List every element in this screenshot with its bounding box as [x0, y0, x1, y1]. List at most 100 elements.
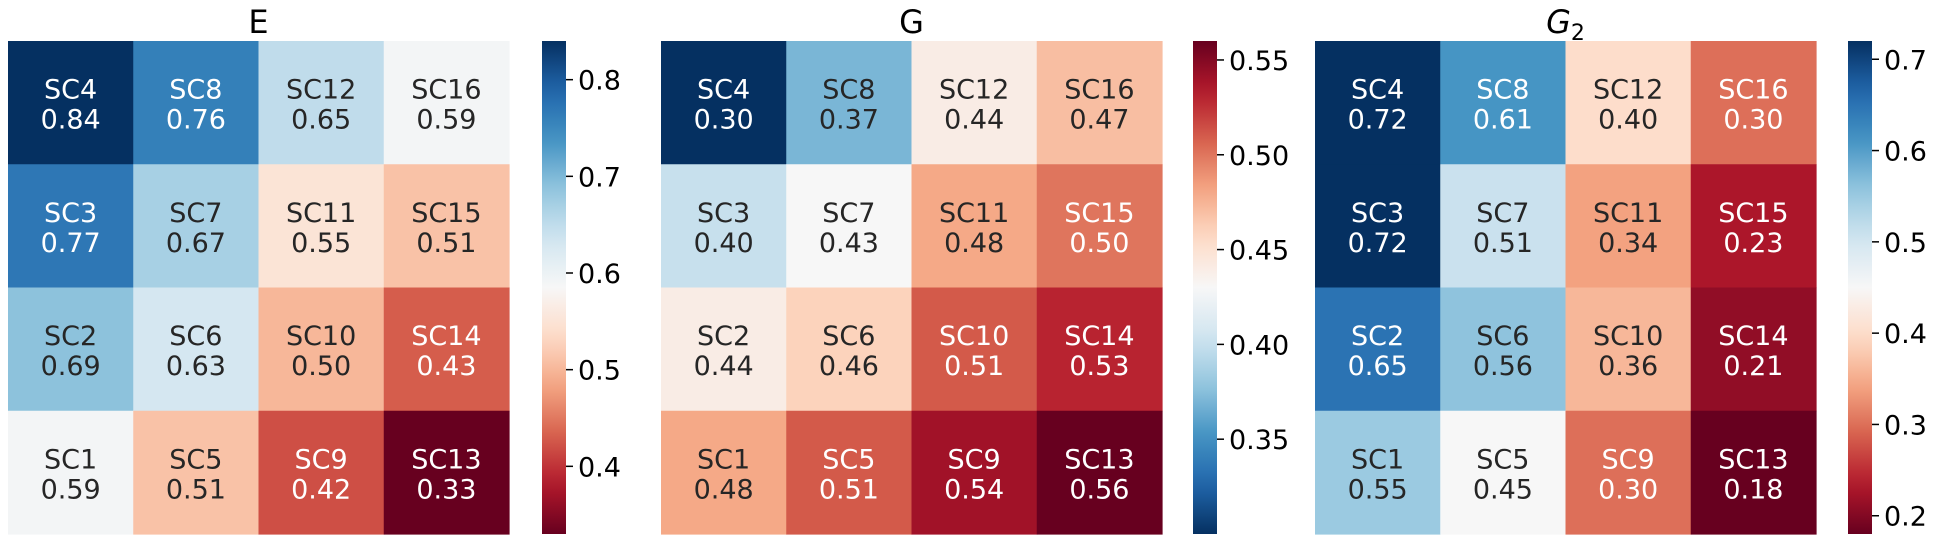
- heatmap-cell: [133, 287, 260, 412]
- panel-title: G: [899, 3, 924, 41]
- cell-label: SC4: [697, 75, 750, 106]
- heatmap-cell: [8, 41, 134, 165]
- cell-label: SC10: [286, 321, 356, 352]
- colorbar: [1193, 41, 1217, 534]
- heatmap-cell: [661, 164, 787, 289]
- heatmap-cell: [911, 287, 1038, 412]
- heatmap-cell: [1440, 164, 1567, 289]
- cell-label: SC7: [822, 198, 875, 229]
- heatmap-cell: [383, 287, 510, 412]
- panel-title-subscript: 2: [1571, 21, 1585, 46]
- heatmap-panel-3: G2SC40.72SC80.61SC120.40SC160.30SC30.72S…: [1315, 3, 1927, 535]
- cell-value: 0.59: [416, 105, 476, 136]
- cell-value: 0.36: [1598, 351, 1658, 382]
- heatmap-cell: [1315, 287, 1441, 412]
- cell-label: SC1: [1351, 444, 1404, 475]
- cell-value: 0.40: [1598, 105, 1658, 136]
- cell-value: 0.72: [1348, 228, 1408, 259]
- colorbar-tick-label: 0.8: [578, 66, 621, 97]
- cell-value: 0.51: [1473, 228, 1533, 259]
- colorbar-tick-label: 0.4: [1884, 319, 1927, 350]
- cell-value: 0.51: [819, 474, 879, 505]
- cell-value: 0.55: [1348, 474, 1408, 505]
- heatmap-cell: [1690, 287, 1817, 412]
- panel-title: E: [248, 3, 268, 41]
- cell-value: 0.45: [1473, 474, 1533, 505]
- colorbar-tick-label: 0.5: [578, 356, 621, 387]
- cell-value: 0.72: [1348, 105, 1408, 136]
- cell-label: SC16: [1718, 75, 1788, 106]
- cell-value: 0.59: [41, 474, 101, 505]
- heatmap-cell: [133, 410, 260, 535]
- cell-label: SC2: [44, 321, 97, 352]
- cell-label: SC14: [411, 321, 481, 352]
- cell-label: SC5: [169, 444, 222, 475]
- heatmap-cell: [1036, 41, 1163, 165]
- cell-label: SC13: [1718, 444, 1788, 475]
- cell-value: 0.46: [819, 351, 879, 382]
- cell-value: 0.30: [1723, 105, 1783, 136]
- cell-label: SC4: [1351, 75, 1404, 106]
- heatmap-cell: [1036, 287, 1163, 412]
- cell-value: 0.40: [694, 228, 754, 259]
- cell-label: SC14: [1718, 321, 1788, 352]
- heatmap-panel-1: ESC40.84SC80.76SC120.65SC160.59SC30.77SC…: [8, 3, 621, 535]
- cell-label: SC3: [44, 198, 97, 229]
- cell-label: SC1: [697, 444, 750, 475]
- cell-label: SC13: [411, 444, 481, 475]
- heatmap-cell: [1036, 410, 1163, 535]
- cell-label: SC12: [939, 75, 1009, 106]
- heatmap-cell: [786, 164, 913, 289]
- cell-value: 0.43: [416, 351, 476, 382]
- cell-value: 0.53: [1069, 351, 1129, 382]
- cell-label: SC11: [1593, 198, 1663, 229]
- heatmap-cell: [1440, 41, 1567, 165]
- cell-label: SC12: [286, 75, 356, 106]
- cell-label: SC3: [1351, 198, 1404, 229]
- heatmap-cell: [1565, 410, 1692, 535]
- cell-value: 0.77: [41, 228, 101, 259]
- heatmap-cell: [383, 164, 510, 289]
- heatmap-cell: [133, 41, 260, 165]
- heatmap-cell: [383, 410, 510, 535]
- cell-label: SC1: [44, 444, 97, 475]
- cell-value: 0.50: [1069, 228, 1129, 259]
- cell-label: SC16: [1064, 75, 1134, 106]
- cell-value: 0.51: [416, 228, 476, 259]
- cell-value: 0.69: [41, 351, 101, 382]
- colorbar-tick-label: 0.45: [1229, 236, 1289, 267]
- heatmap-cell: [1315, 164, 1441, 289]
- heatmap-cell: [258, 287, 385, 412]
- heatmap-cell: [1565, 164, 1692, 289]
- heatmap-cell: [786, 41, 913, 165]
- cell-value: 0.50: [291, 351, 351, 382]
- panel-title-main: G: [1546, 3, 1571, 41]
- cell-value: 0.65: [1348, 351, 1408, 382]
- heatmap-cell: [661, 410, 787, 535]
- cell-value: 0.42: [291, 474, 351, 505]
- cell-value: 0.67: [166, 228, 226, 259]
- heatmap-cell: [1690, 41, 1817, 165]
- cell-value: 0.47: [1069, 105, 1129, 136]
- colorbar-tick-label: 0.7: [1884, 45, 1927, 76]
- cell-label: SC5: [822, 444, 875, 475]
- cell-value: 0.84: [41, 105, 101, 136]
- cell-value: 0.23: [1723, 228, 1783, 259]
- cell-label: SC5: [1476, 444, 1529, 475]
- heatmap-cell: [1690, 164, 1817, 289]
- cell-value: 0.43: [819, 228, 879, 259]
- heatmap-cell: [1690, 410, 1817, 535]
- heatmap-cell: [1440, 410, 1567, 535]
- cell-value: 0.44: [694, 351, 754, 382]
- cell-label: SC3: [697, 198, 750, 229]
- colorbar-tick-label: 0.55: [1229, 46, 1289, 77]
- heatmap-cell: [8, 287, 134, 412]
- cell-label: SC9: [1602, 444, 1655, 475]
- colorbar-tick-label: 0.6: [1884, 137, 1927, 168]
- cell-label: SC9: [295, 444, 348, 475]
- cell-label: SC2: [1351, 321, 1404, 352]
- colorbar-tick-label: 0.3: [1884, 410, 1927, 441]
- colorbar-tick-label: 0.7: [578, 162, 621, 193]
- cell-label: SC11: [286, 198, 356, 229]
